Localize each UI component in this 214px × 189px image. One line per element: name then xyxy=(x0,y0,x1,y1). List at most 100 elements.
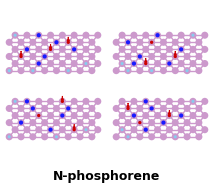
Circle shape xyxy=(65,67,72,74)
Circle shape xyxy=(59,60,66,67)
Circle shape xyxy=(41,133,48,140)
Circle shape xyxy=(201,32,208,39)
Circle shape xyxy=(113,133,120,140)
Circle shape xyxy=(77,39,84,46)
Circle shape xyxy=(65,39,72,46)
Circle shape xyxy=(119,98,126,105)
Circle shape xyxy=(160,133,167,140)
Circle shape xyxy=(166,60,173,67)
Circle shape xyxy=(195,133,202,140)
Circle shape xyxy=(168,114,171,117)
Circle shape xyxy=(6,39,13,46)
Circle shape xyxy=(35,60,42,67)
Circle shape xyxy=(72,47,76,52)
Circle shape xyxy=(41,39,48,46)
Circle shape xyxy=(126,69,129,72)
Circle shape xyxy=(160,67,167,74)
Circle shape xyxy=(189,46,196,53)
Circle shape xyxy=(184,53,191,60)
Circle shape xyxy=(130,112,137,119)
Circle shape xyxy=(126,40,130,44)
Circle shape xyxy=(71,126,78,133)
Circle shape xyxy=(201,112,208,119)
Circle shape xyxy=(12,98,19,105)
Circle shape xyxy=(148,133,155,140)
Circle shape xyxy=(186,69,189,72)
Circle shape xyxy=(201,98,208,105)
Circle shape xyxy=(172,53,179,60)
Circle shape xyxy=(119,32,126,39)
Circle shape xyxy=(125,39,132,46)
Circle shape xyxy=(71,60,78,67)
Circle shape xyxy=(121,128,124,131)
Circle shape xyxy=(61,100,64,103)
Circle shape xyxy=(142,112,149,119)
Circle shape xyxy=(82,46,89,53)
Circle shape xyxy=(54,40,59,44)
Circle shape xyxy=(47,126,54,133)
Circle shape xyxy=(55,135,58,138)
Circle shape xyxy=(65,133,72,140)
Circle shape xyxy=(85,128,88,131)
Circle shape xyxy=(6,133,13,140)
Circle shape xyxy=(82,112,89,119)
Circle shape xyxy=(161,120,166,125)
Circle shape xyxy=(178,126,185,133)
Circle shape xyxy=(88,53,95,60)
Circle shape xyxy=(71,32,78,39)
Circle shape xyxy=(59,32,66,39)
Circle shape xyxy=(160,39,167,46)
Circle shape xyxy=(65,119,72,126)
Circle shape xyxy=(130,46,137,53)
Circle shape xyxy=(160,53,167,60)
Circle shape xyxy=(29,67,36,74)
Circle shape xyxy=(8,135,11,138)
Circle shape xyxy=(178,60,185,67)
Circle shape xyxy=(136,39,143,46)
Circle shape xyxy=(65,53,72,60)
Circle shape xyxy=(47,60,54,67)
Circle shape xyxy=(166,126,173,133)
Circle shape xyxy=(201,126,208,133)
Circle shape xyxy=(178,32,185,39)
Circle shape xyxy=(41,119,48,126)
Circle shape xyxy=(23,60,30,67)
Circle shape xyxy=(23,112,30,119)
Circle shape xyxy=(94,126,101,133)
Circle shape xyxy=(132,61,136,66)
Circle shape xyxy=(160,119,167,126)
Circle shape xyxy=(41,53,48,60)
Circle shape xyxy=(29,119,36,126)
Circle shape xyxy=(154,46,161,53)
Circle shape xyxy=(125,53,132,60)
Circle shape xyxy=(35,126,42,133)
Circle shape xyxy=(12,112,19,119)
Circle shape xyxy=(184,67,191,74)
Circle shape xyxy=(179,113,183,118)
Circle shape xyxy=(179,47,183,52)
Circle shape xyxy=(125,105,132,112)
Circle shape xyxy=(154,60,161,67)
Circle shape xyxy=(148,53,155,60)
Circle shape xyxy=(18,119,25,126)
Circle shape xyxy=(82,98,89,105)
Circle shape xyxy=(166,32,173,39)
Circle shape xyxy=(195,53,202,60)
Circle shape xyxy=(172,67,179,74)
Circle shape xyxy=(119,112,126,119)
Circle shape xyxy=(201,60,208,67)
Circle shape xyxy=(195,119,202,126)
Circle shape xyxy=(130,98,137,105)
Circle shape xyxy=(130,32,137,39)
Circle shape xyxy=(184,39,191,46)
Circle shape xyxy=(189,60,196,67)
Circle shape xyxy=(154,112,161,119)
Circle shape xyxy=(77,53,84,60)
Circle shape xyxy=(35,32,42,39)
Circle shape xyxy=(53,105,60,112)
Circle shape xyxy=(25,47,29,52)
Circle shape xyxy=(41,105,48,112)
Circle shape xyxy=(18,67,25,74)
Circle shape xyxy=(174,135,177,138)
Circle shape xyxy=(136,133,143,140)
